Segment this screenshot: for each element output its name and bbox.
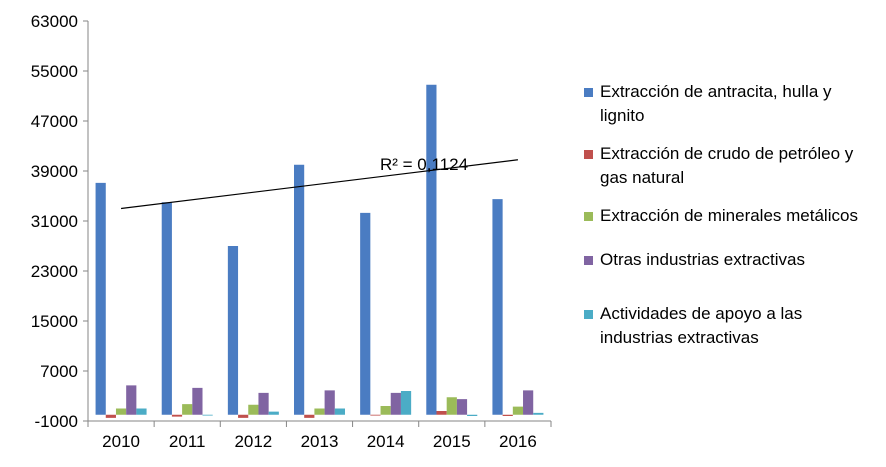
bar xyxy=(446,397,457,415)
x-tick-label: 2014 xyxy=(367,432,405,451)
bar xyxy=(268,411,279,415)
y-tick-label: 39000 xyxy=(31,162,78,181)
y-tick-label: 31000 xyxy=(31,212,78,231)
x-tick-label: 2012 xyxy=(234,432,272,451)
bar xyxy=(202,414,213,416)
bar xyxy=(248,404,259,415)
bar xyxy=(314,408,325,415)
legend-swatch xyxy=(584,212,593,221)
legend-item: Extracción de crudo de petróleo y gas na… xyxy=(578,142,878,190)
bars xyxy=(95,84,544,418)
bar xyxy=(467,414,478,416)
bar xyxy=(502,414,513,416)
legend: Extracción de antracita, hulla y lignito… xyxy=(578,80,878,350)
x-axis: 2010 2011 2012 2013 2014 2015 2016 xyxy=(87,420,552,451)
bar xyxy=(115,408,127,415)
bar xyxy=(304,414,315,418)
bar xyxy=(456,399,468,415)
bar xyxy=(360,212,371,415)
bar xyxy=(400,391,412,415)
bar xyxy=(533,412,544,415)
bar xyxy=(334,408,345,415)
bar xyxy=(492,199,503,415)
legend-swatch xyxy=(584,150,593,159)
legend-item: Extracción de minerales metálicos xyxy=(578,204,878,228)
bar xyxy=(227,246,239,415)
y-tick-label: 63000 xyxy=(31,12,78,31)
bar xyxy=(324,390,335,415)
bar xyxy=(436,411,447,415)
legend-label: Actividades de apoyo a las industrias ex… xyxy=(600,304,803,347)
bar xyxy=(426,84,437,415)
legend-label: Otras industrias extractivas xyxy=(600,250,806,269)
legend-label: Extracción de crudo de petróleo y gas na… xyxy=(600,144,854,187)
bar xyxy=(161,202,172,415)
bar xyxy=(126,385,137,415)
x-tick-label: 2011 xyxy=(169,432,206,451)
trendline: R² = 0,1124 xyxy=(120,155,519,210)
x-tick-label: 2016 xyxy=(499,432,537,451)
bar xyxy=(105,414,116,418)
y-tick-label: 23000 xyxy=(31,262,78,281)
bar xyxy=(182,404,193,415)
legend-item: Actividades de apoyo a las industrias ex… xyxy=(578,302,878,350)
bar xyxy=(523,390,534,415)
bar xyxy=(380,406,391,415)
bar xyxy=(294,164,305,415)
bar xyxy=(95,182,106,415)
x-tick-label: 2010 xyxy=(102,432,140,451)
bar xyxy=(258,392,269,415)
bar xyxy=(512,406,524,415)
bar xyxy=(171,414,183,417)
x-tick-label: 2013 xyxy=(301,432,339,451)
legend-item: Otras industrias extractivas xyxy=(578,248,878,272)
legend-swatch xyxy=(584,310,593,319)
bar xyxy=(390,392,401,415)
bar xyxy=(370,414,381,416)
legend-label: Extracción de antracita, hulla y lignito xyxy=(600,82,832,125)
trendline-line xyxy=(120,159,519,210)
trendline-r2-label: R² = 0,1124 xyxy=(380,155,468,174)
bar xyxy=(136,408,147,415)
bar xyxy=(192,387,203,415)
y-axis: 63000 55000 47000 39000 31000 23000 15000 7000 -… xyxy=(31,12,89,431)
y-tick-label: -1000 xyxy=(35,412,78,431)
legend-item: Extracción de antracita, hulla y lignito xyxy=(578,80,878,128)
legend-swatch xyxy=(584,256,593,265)
legend-swatch xyxy=(584,88,593,97)
y-tick-label: 15000 xyxy=(31,312,78,331)
y-tick-label: 47000 xyxy=(31,112,78,131)
bar xyxy=(238,414,249,418)
y-tick-label: 7000 xyxy=(40,362,78,381)
legend-label: Extracción de minerales metálicos xyxy=(600,206,858,225)
y-tick-label: 55000 xyxy=(31,62,78,81)
x-tick-label: 2015 xyxy=(433,432,471,451)
